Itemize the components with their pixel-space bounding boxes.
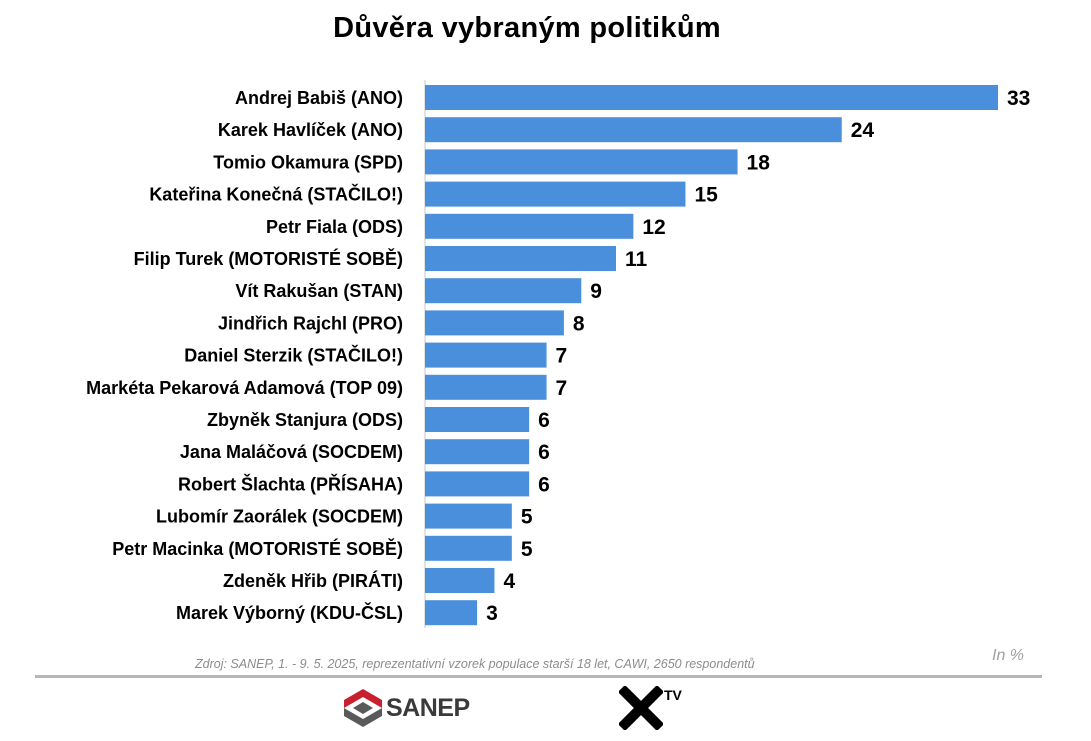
source-note: Zdroj: SANEP, 1. - 9. 5. 2025, reprezent… — [195, 657, 755, 671]
category-label: Jana Maláčová (SOCDEM) — [180, 442, 403, 462]
data-label: 8 — [573, 312, 585, 335]
bar — [425, 600, 478, 626]
bar — [425, 342, 547, 368]
category-label: Lubomír Zaorálek (SOCDEM) — [156, 507, 403, 527]
bar — [425, 213, 634, 239]
footer-divider — [35, 675, 1042, 678]
bar — [425, 471, 530, 497]
category-label: Daniel Sterzik (STAČILO!) — [184, 345, 403, 366]
category-label: Filip Turek (MOTORISTÉ SOBĚ) — [134, 248, 403, 269]
data-label: 18 — [747, 151, 771, 174]
data-label: 4 — [503, 570, 515, 593]
bar — [425, 181, 686, 207]
sanep-logo-icon — [344, 689, 382, 727]
category-label: Petr Fiala (ODS) — [266, 217, 403, 237]
data-label: 6 — [538, 441, 550, 464]
category-label: Zdeněk Hřib (PIRÁTI) — [223, 570, 403, 591]
bar — [425, 568, 495, 593]
data-label: 9 — [590, 280, 602, 303]
category-label: Tomio Okamura (SPD) — [213, 152, 403, 172]
category-label: Zbyněk Stanjura (ODS) — [207, 410, 403, 430]
sanep-logo: SANEP — [341, 686, 470, 730]
bar — [425, 85, 998, 110]
bar — [425, 503, 512, 529]
chart-title: Důvěra vybraným politikům — [333, 12, 721, 44]
category-label: Petr Macinka (MOTORISTÉ SOBĚ) — [112, 538, 403, 559]
bar — [425, 278, 582, 304]
bar — [425, 407, 530, 432]
data-label: 33 — [1007, 87, 1030, 110]
bar — [425, 117, 842, 143]
category-label: Karek Havlíček (ANO) — [218, 120, 403, 140]
bar — [425, 246, 616, 271]
data-label: 3 — [486, 602, 498, 625]
data-label: 24 — [851, 119, 875, 142]
bar — [425, 439, 530, 465]
category-label: Markéta Pekarová Adamová (TOP 09) — [86, 378, 403, 398]
data-label: 6 — [538, 473, 550, 496]
bar-chart: Andrej Babiš (ANO) 33 Karek Havlíček (ANO)… — [86, 80, 1030, 628]
sanep-logo-text: SANEP — [386, 693, 470, 722]
data-label: 6 — [538, 409, 550, 432]
xtv-logo-text: TV — [664, 687, 682, 703]
bar — [425, 149, 738, 175]
data-label: 7 — [556, 377, 568, 400]
category-label: Kateřina Konečná (STAČILO!) — [149, 184, 403, 205]
bar — [425, 310, 564, 336]
category-label: Jindřich Rajchl (PRO) — [218, 313, 403, 333]
data-label: 15 — [694, 184, 718, 207]
category-label: Robert Šlachta (PŘÍSAHA) — [178, 473, 403, 494]
category-label: Vít Rakušan (STAN) — [235, 281, 403, 301]
data-label: 11 — [625, 248, 648, 271]
data-label: 12 — [642, 216, 665, 239]
bar — [425, 374, 547, 400]
data-label: 7 — [556, 345, 568, 368]
unit-note: In % — [992, 647, 1025, 664]
x-logo-icon — [619, 686, 663, 730]
data-label: 5 — [521, 538, 533, 561]
category-label: Andrej Babiš (ANO) — [235, 88, 403, 108]
data-label: 5 — [521, 506, 533, 529]
bar — [425, 535, 512, 561]
category-label: Marek Výborný (KDU-ČSL) — [176, 602, 403, 623]
